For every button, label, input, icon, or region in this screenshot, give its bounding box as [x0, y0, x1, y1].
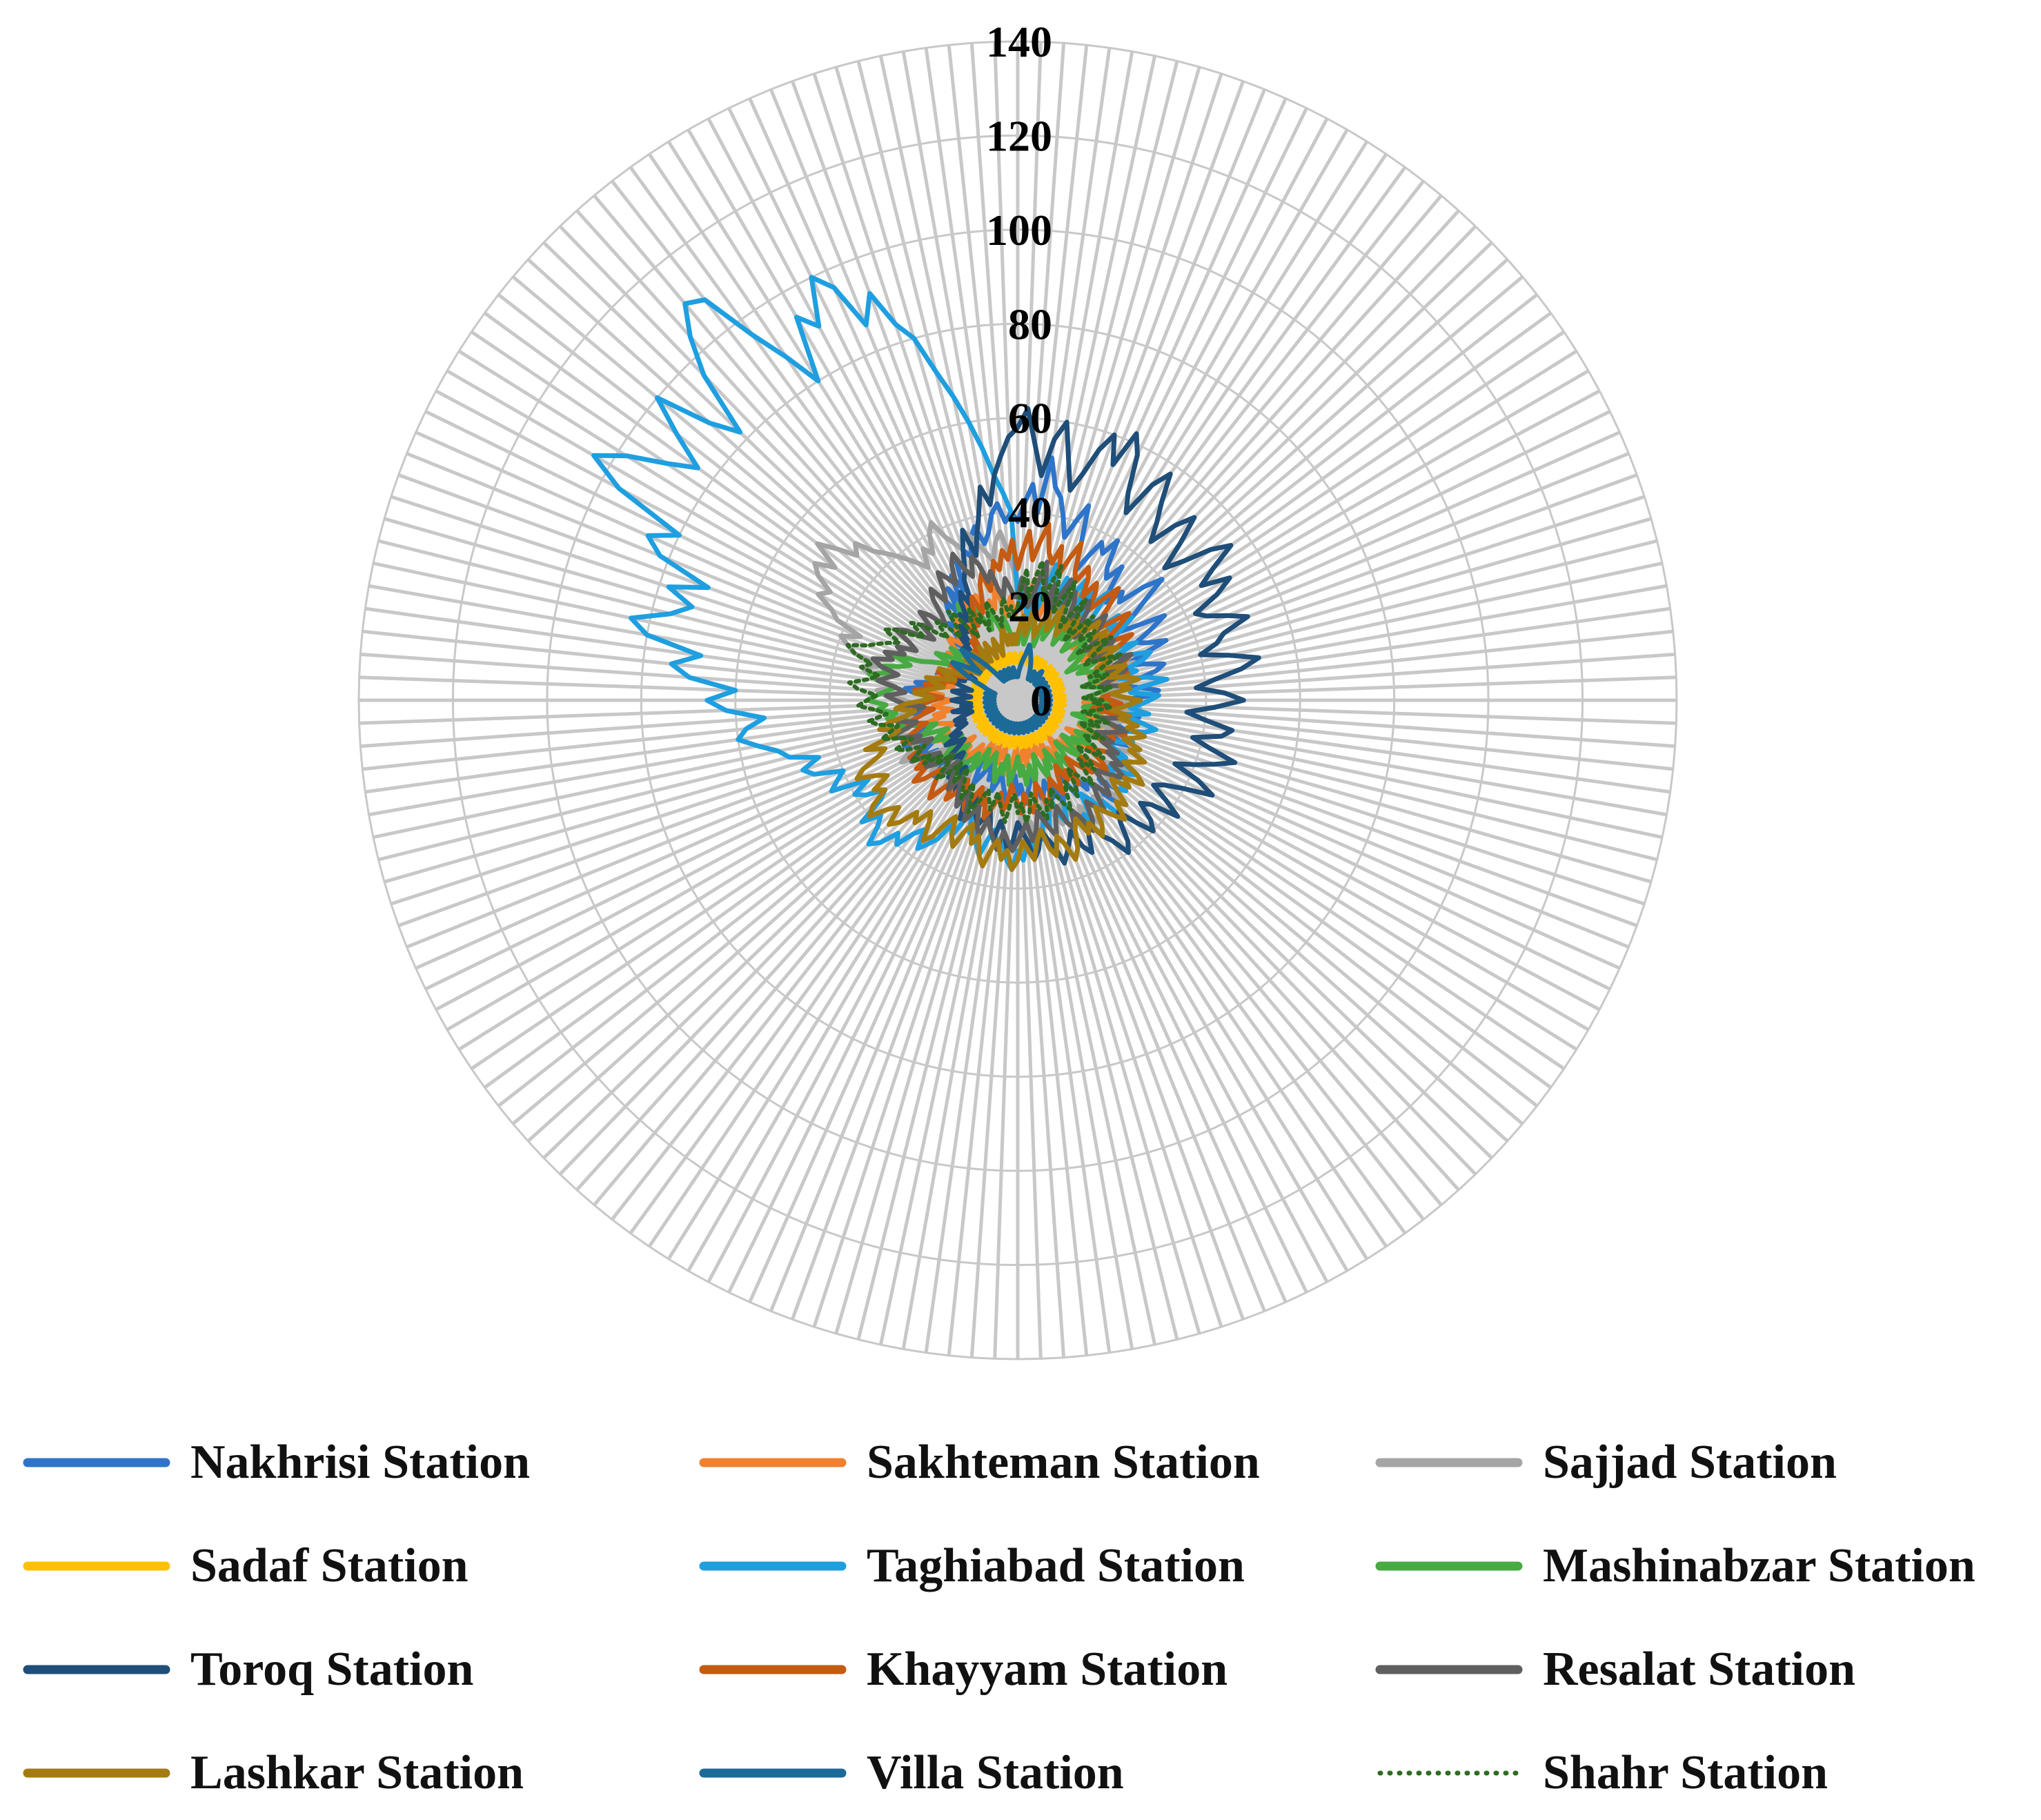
- series-line: [950, 642, 1054, 736]
- legend-label: Sakhteman Station: [867, 1436, 1260, 1489]
- legend-swatch: [699, 1561, 847, 1571]
- radar-ring: [640, 322, 1396, 1078]
- legend-item: Villa Station: [697, 1732, 1124, 1814]
- legend-item: Sadaf Station: [21, 1525, 469, 1608]
- legend-item: Taghiabad Station: [697, 1525, 1245, 1608]
- radar-ring: [734, 417, 1301, 984]
- radar-spoke: [368, 584, 1018, 702]
- legend-label: Toroq Station: [190, 1643, 474, 1696]
- radial-tick-label: 140: [986, 17, 1052, 66]
- radial-tick-label: 40: [1008, 488, 1052, 537]
- radar-spoke: [446, 369, 1019, 702]
- radar-spoke: [558, 699, 1019, 1176]
- radar-spoke: [901, 700, 1020, 1349]
- radar-spoke: [415, 431, 1019, 702]
- legend-item: Sajjad Station: [1373, 1421, 1837, 1504]
- radar-spoke: [377, 539, 1018, 702]
- legend-item: Shahr Station: [1373, 1732, 1828, 1814]
- radar-ring: [546, 228, 1490, 1172]
- radar-spoke: [424, 410, 1019, 702]
- legend-swatch: [1375, 1665, 1523, 1674]
- series-line: [845, 559, 1123, 824]
- radar-spoke: [1016, 699, 1308, 1294]
- radar-spoke: [834, 66, 1020, 701]
- radar-spoke: [384, 517, 1018, 702]
- radar-ring: [357, 40, 1678, 1361]
- radar-spoke: [457, 349, 1019, 702]
- radar-spoke: [993, 700, 1020, 1359]
- radar-spoke: [497, 699, 1019, 1107]
- series-line: [865, 602, 1114, 787]
- radar-spoke: [1016, 699, 1349, 1272]
- legend-item: Lashkar Station: [21, 1732, 524, 1814]
- legend-swatch: [699, 1665, 847, 1674]
- radial-tick-label: 120: [986, 111, 1052, 160]
- radial-axis-ticks: 0 20 40 60 80 100 120 140: [986, 17, 1052, 725]
- radar-spoke: [1017, 698, 1658, 862]
- legend-swatch: [1375, 1561, 1523, 1571]
- legend-item: Khayyam Station: [697, 1628, 1227, 1711]
- legend-swatch: [1375, 1458, 1523, 1467]
- radial-tick-label: 100: [986, 206, 1052, 255]
- radar-spoke: [993, 41, 1020, 701]
- radar-spoke: [1016, 699, 1388, 1248]
- legend-swatch: [23, 1458, 170, 1467]
- radar-ring: [828, 511, 1207, 890]
- radial-tick-label: 80: [1008, 299, 1052, 348]
- radial-tick-label: 0: [1030, 676, 1052, 725]
- legend-item: Resalat Station: [1373, 1628, 1855, 1711]
- legend-label: Sadaf Station: [190, 1539, 469, 1592]
- legend-label: Lashkar Station: [190, 1746, 524, 1799]
- radar-spoke: [1016, 699, 1407, 1235]
- radar-spoke: [1017, 652, 1675, 702]
- radial-tick-label: 60: [1008, 394, 1052, 443]
- radar-spoke: [575, 699, 1019, 1191]
- radar-spoke: [384, 698, 1018, 884]
- radar-spoke: [1016, 699, 1477, 1176]
- radar-spoke: [526, 258, 1019, 702]
- legend-item: Toroq Station: [21, 1628, 473, 1711]
- radar-spoke: [1016, 700, 1134, 1349]
- radar-spoke: [1016, 194, 1443, 702]
- radar-spoke: [856, 60, 1020, 701]
- radar-ring: [451, 134, 1584, 1267]
- series-line: [968, 651, 1067, 750]
- legend-label: Nakhrisi Station: [190, 1436, 531, 1489]
- legend-swatch: [699, 1458, 847, 1467]
- legend-label: Shahr Station: [1543, 1746, 1828, 1799]
- legend-item: Mashinabzar Station: [1373, 1525, 1975, 1608]
- radial-tick-label: 20: [1008, 582, 1052, 631]
- legend-label: Resalat Station: [1543, 1643, 1856, 1696]
- radar-spoke: [373, 561, 1018, 702]
- legend-swatch: [1377, 1770, 1521, 1776]
- legend-label: Khayyam Station: [867, 1643, 1228, 1696]
- chart-legend: Nakhrisi Station Sakhteman Station Sajjad …: [0, 1421, 2041, 1820]
- legend-swatch: [699, 1768, 847, 1778]
- radar-spoke: [878, 700, 1020, 1345]
- legend-item: Nakhrisi Station: [21, 1421, 530, 1504]
- radar-spoke: [947, 700, 1020, 1356]
- legend-swatch: [23, 1768, 170, 1778]
- legend-swatch: [23, 1561, 170, 1571]
- radar-spoke: [359, 675, 1018, 702]
- radar-spoke: [1016, 700, 1267, 1312]
- radar-spoke: [1016, 369, 1590, 702]
- legend-label: Mashinabzar Station: [1543, 1539, 1975, 1592]
- legend-swatch: [23, 1665, 170, 1674]
- radar-chart: 0 20 40 60 80 100 120 140: [357, 17, 1678, 1361]
- radar-spoke: [435, 389, 1019, 702]
- legend-label: Sajjad Station: [1543, 1436, 1837, 1489]
- legend-label: Taghiabad Station: [867, 1539, 1245, 1592]
- radar-series: [591, 275, 1261, 872]
- legend-item: Sakhteman Station: [697, 1421, 1260, 1504]
- radar-spoke: [1016, 700, 1066, 1358]
- legend-label: Villa Station: [867, 1746, 1124, 1799]
- radar-spoke: [390, 495, 1018, 702]
- radar-spoke: [593, 194, 1019, 702]
